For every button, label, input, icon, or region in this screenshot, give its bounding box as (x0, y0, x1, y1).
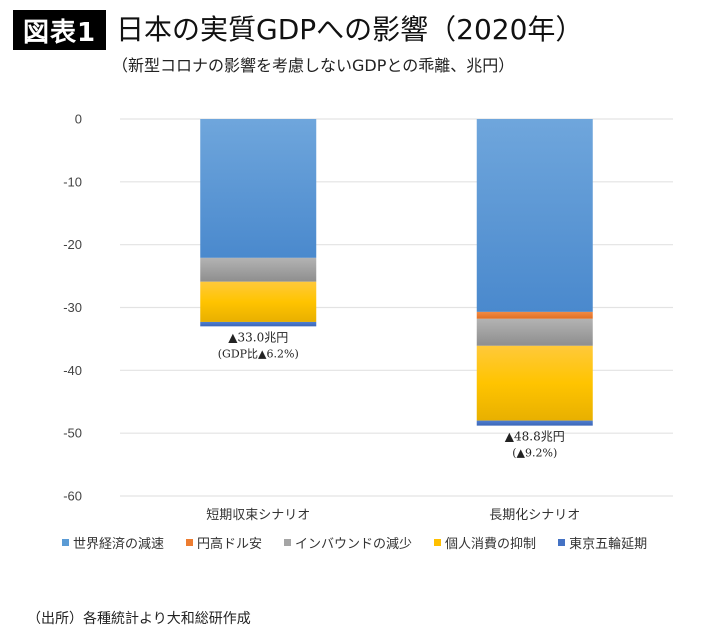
y-tick-label: -10 (63, 174, 82, 189)
legend-swatch-icon (186, 539, 194, 546)
ratio-annotation: (GDP比▲6.2%) (218, 347, 299, 360)
legend-label: 円高ドル安 (197, 537, 263, 552)
chart-title: 日本の実質GDPへの影響（2020年） (116, 13, 584, 46)
legend-swatch-icon (62, 539, 69, 546)
category-label: 短期収束シナリオ (206, 508, 310, 523)
bar-segment-4 (476, 420, 593, 426)
legend-item: インバウンドの減少 (284, 533, 412, 552)
y-tick-label: -20 (63, 237, 82, 252)
bar-segment-3 (476, 345, 593, 421)
chart-subtitle: （新型コロナの影響を考慮しないGDPとの乖離、兆円） (112, 56, 515, 75)
bar-segment-2 (200, 257, 317, 282)
bar-segment-0 (476, 119, 593, 312)
figure-badge: 図表1 (13, 10, 106, 50)
total-annotation: ▲33.0兆円 (228, 330, 288, 344)
category-label: 長期化シナリオ (489, 508, 580, 523)
chart-legend: 世界経済の減速 円高ドル安 インバウンドの減少 個人消費の抑制 東京五輪延期 (62, 533, 647, 552)
legend-label: 東京五輪延期 (569, 537, 648, 552)
y-tick-label: -40 (63, 363, 82, 378)
legend-swatch-icon (284, 539, 292, 546)
legend-item: 世界経済の減速 (62, 533, 164, 552)
legend-label: インバウンドの減少 (295, 537, 413, 552)
bar-segment-3 (200, 281, 317, 322)
ratio-annotation: (▲9.2%) (512, 447, 557, 460)
y-tick-label: 0 (75, 112, 82, 127)
bar-segment-0 (200, 119, 317, 258)
legend-swatch-icon (434, 539, 442, 546)
source-note: （出所）各種統計より大和総研作成 (27, 611, 251, 627)
legend-label: 個人消費の抑制 (445, 537, 537, 552)
y-tick-label: -50 (63, 426, 82, 441)
y-tick-label: -60 (63, 489, 82, 504)
legend-item: 個人消費の抑制 (434, 533, 536, 552)
bar-segment-1 (476, 311, 593, 319)
bar-segment-2 (476, 318, 593, 346)
legend-swatch-icon (558, 539, 566, 546)
legend-label: 世界経済の減速 (73, 537, 165, 552)
bar-segment-4 (200, 321, 317, 327)
total-annotation: ▲48.8兆円 (505, 430, 565, 444)
legend-item: 東京五輪延期 (558, 533, 647, 552)
y-tick-label: -30 (63, 300, 82, 315)
legend-item: 円高ドル安 (186, 533, 262, 552)
